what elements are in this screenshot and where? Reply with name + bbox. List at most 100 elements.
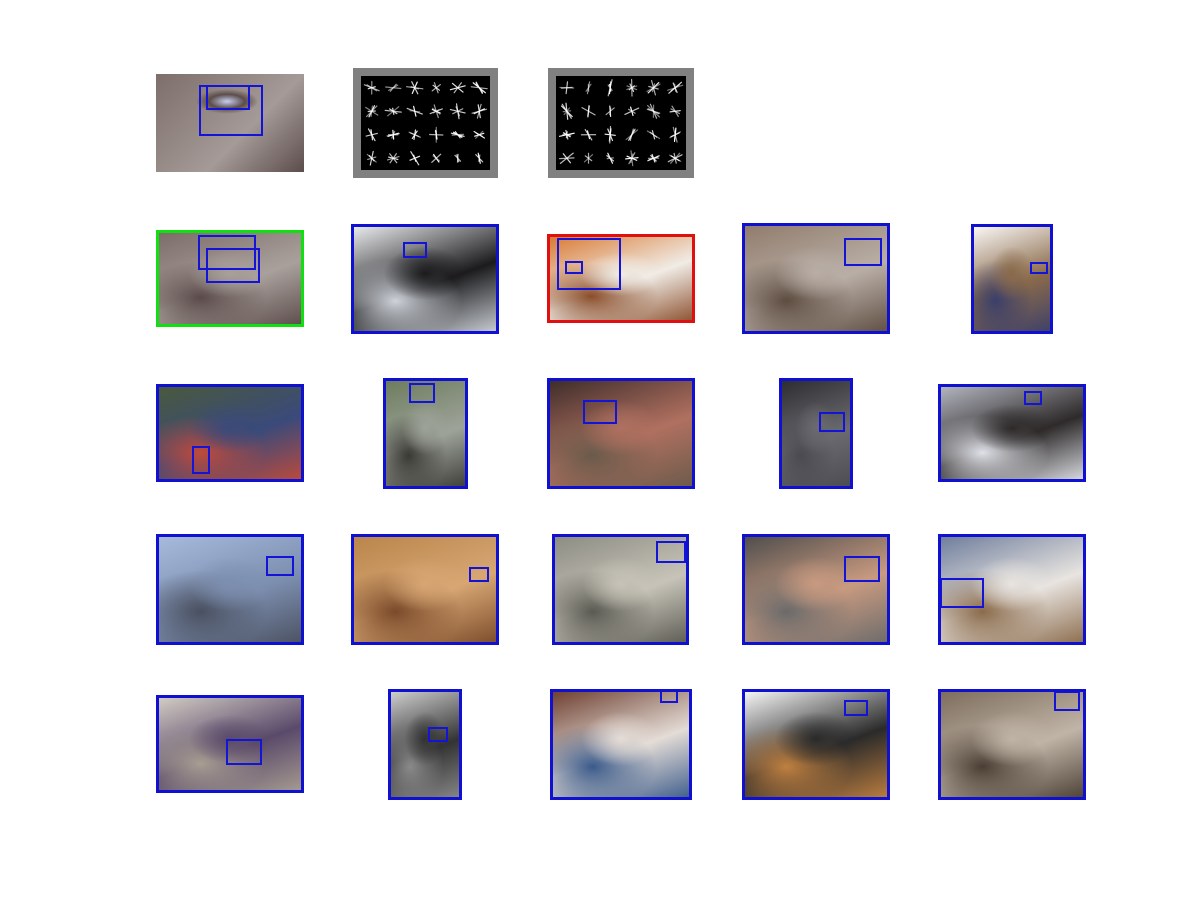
thumbnail-photo: [156, 230, 304, 327]
hog-orientation-stroke: [630, 153, 634, 164]
detection-box: [660, 690, 678, 703]
hog-orientation-stroke: [409, 132, 420, 138]
result-tabby-kitten-face: [938, 689, 1086, 800]
hog-orientation-stroke: [674, 83, 677, 92]
hog-orientation-stroke: [388, 108, 398, 115]
result-yorkie-in-sweater: [971, 224, 1053, 334]
hog-orientation-stroke: [366, 153, 377, 163]
detection-box: [940, 578, 984, 608]
query-hog-visualization-b: [548, 68, 694, 178]
hog-orientation-stroke: [387, 132, 400, 137]
hog-orientation-stroke: [626, 85, 638, 91]
hog-orientation-stroke: [475, 132, 483, 138]
detection-box: [844, 700, 868, 716]
thumbnail-photo: [779, 378, 853, 489]
result-race-car: [156, 384, 304, 482]
thumbnail-photo: [550, 689, 692, 800]
thumbnail-photo: [742, 689, 890, 800]
hog-orientation-stroke: [431, 108, 441, 114]
detection-box: [557, 238, 621, 290]
detection-box: [206, 248, 260, 283]
hog-orientation-stroke: [470, 86, 488, 90]
hog-orientation-stroke: [584, 155, 593, 162]
hog-orientation-stroke: [587, 105, 590, 117]
detection-box: [819, 412, 845, 432]
thumbnail-photo: [388, 689, 462, 800]
hog-orientation-stroke: [428, 133, 444, 136]
hog-orientation-stroke: [370, 129, 374, 141]
detection-box: [583, 400, 617, 424]
hog-orientation-stroke: [651, 83, 656, 93]
detection-box: [1030, 262, 1048, 274]
hog-orientation-stroke: [559, 152, 574, 165]
hog-orientation-stroke: [388, 84, 399, 91]
hog-orientation-stroke: [562, 133, 572, 136]
hog-orientation-stroke: [627, 108, 636, 114]
detection-box: [844, 238, 882, 266]
result-baby-in-armchair: [742, 534, 890, 645]
hog-orientation-stroke: [453, 82, 462, 94]
hog-orientation-stroke: [584, 128, 593, 141]
hog-orientation-stroke: [607, 79, 613, 97]
result-fighter-jet: [156, 534, 304, 645]
query-hog-visualization-a: [353, 68, 498, 178]
result-cat-with-toy: [938, 534, 1086, 645]
result-brown-cat-lying: [742, 223, 890, 334]
hog-orientation-stroke: [456, 153, 459, 163]
hog-orientation-stroke: [670, 132, 680, 138]
hog-orientation-stroke: [609, 105, 612, 118]
thumbnail-photo: [552, 534, 689, 645]
thumbnail-photo: [383, 378, 468, 489]
result-smiling-woman-bw: [388, 689, 462, 800]
result-siamese-cat: [550, 689, 692, 800]
result-gray-cat-face: [552, 534, 689, 645]
result-orange-cat-face: [351, 534, 499, 645]
hog-orientation-stroke: [670, 108, 681, 115]
hog-orientation-stroke: [411, 81, 418, 94]
hog-glyphs: [556, 76, 686, 170]
detection-box: [266, 556, 294, 576]
hog-orientation-stroke: [649, 131, 658, 138]
hog-orientation-stroke: [389, 153, 398, 164]
thumbnail-photo: [156, 534, 304, 645]
detection-box: [403, 242, 427, 258]
hog-orientation-stroke: [670, 155, 680, 162]
hog-orientation-stroke: [365, 106, 379, 116]
hog-orientation-stroke: [586, 81, 591, 95]
detection-box: [428, 727, 448, 742]
detection-box: [192, 446, 210, 474]
result-yorkie-with-bag: [742, 689, 890, 800]
hog-orientation-stroke: [669, 154, 682, 162]
detection-box: [565, 261, 583, 274]
hog-orientation-stroke: [560, 105, 573, 118]
query-region-box-inner: [206, 85, 250, 110]
thumbnail-photo: [156, 384, 304, 482]
detection-box: [226, 739, 262, 765]
hog-orientation-stroke: [607, 152, 614, 164]
result-black-dog-in-snow: [351, 224, 499, 334]
hog-orientation-stroke: [432, 84, 441, 91]
thumbnail-photo: [351, 534, 499, 645]
result-dark-dog-closeup: [779, 378, 853, 489]
hog-orientation-stroke: [366, 84, 378, 92]
result-people-indoors: [547, 378, 695, 489]
hog-orientation-stroke: [628, 129, 635, 140]
hog-orientation-stroke: [646, 130, 661, 140]
result-white-dog-sleeping: [156, 695, 304, 793]
hog-orientation-stroke: [608, 127, 612, 142]
thumbnail-photo: [547, 234, 695, 323]
detection-box: [469, 567, 489, 582]
detection-box: [198, 235, 256, 270]
thumbnail-photo: [156, 74, 304, 172]
hog-orientation-stroke: [431, 153, 442, 163]
hog-orientation-stroke: [454, 130, 461, 139]
hog-orientation-stroke: [565, 81, 569, 95]
hog-orientation-stroke: [455, 103, 460, 120]
detection-box: [656, 541, 686, 563]
hog-orientation-stroke: [563, 107, 571, 116]
hog-glyphs: [361, 76, 490, 170]
result-horse-eye: [156, 230, 304, 327]
hog-orientation-stroke: [476, 103, 482, 119]
thumbnail-photo: [938, 534, 1086, 645]
query-horse-eye-image: [156, 74, 304, 172]
